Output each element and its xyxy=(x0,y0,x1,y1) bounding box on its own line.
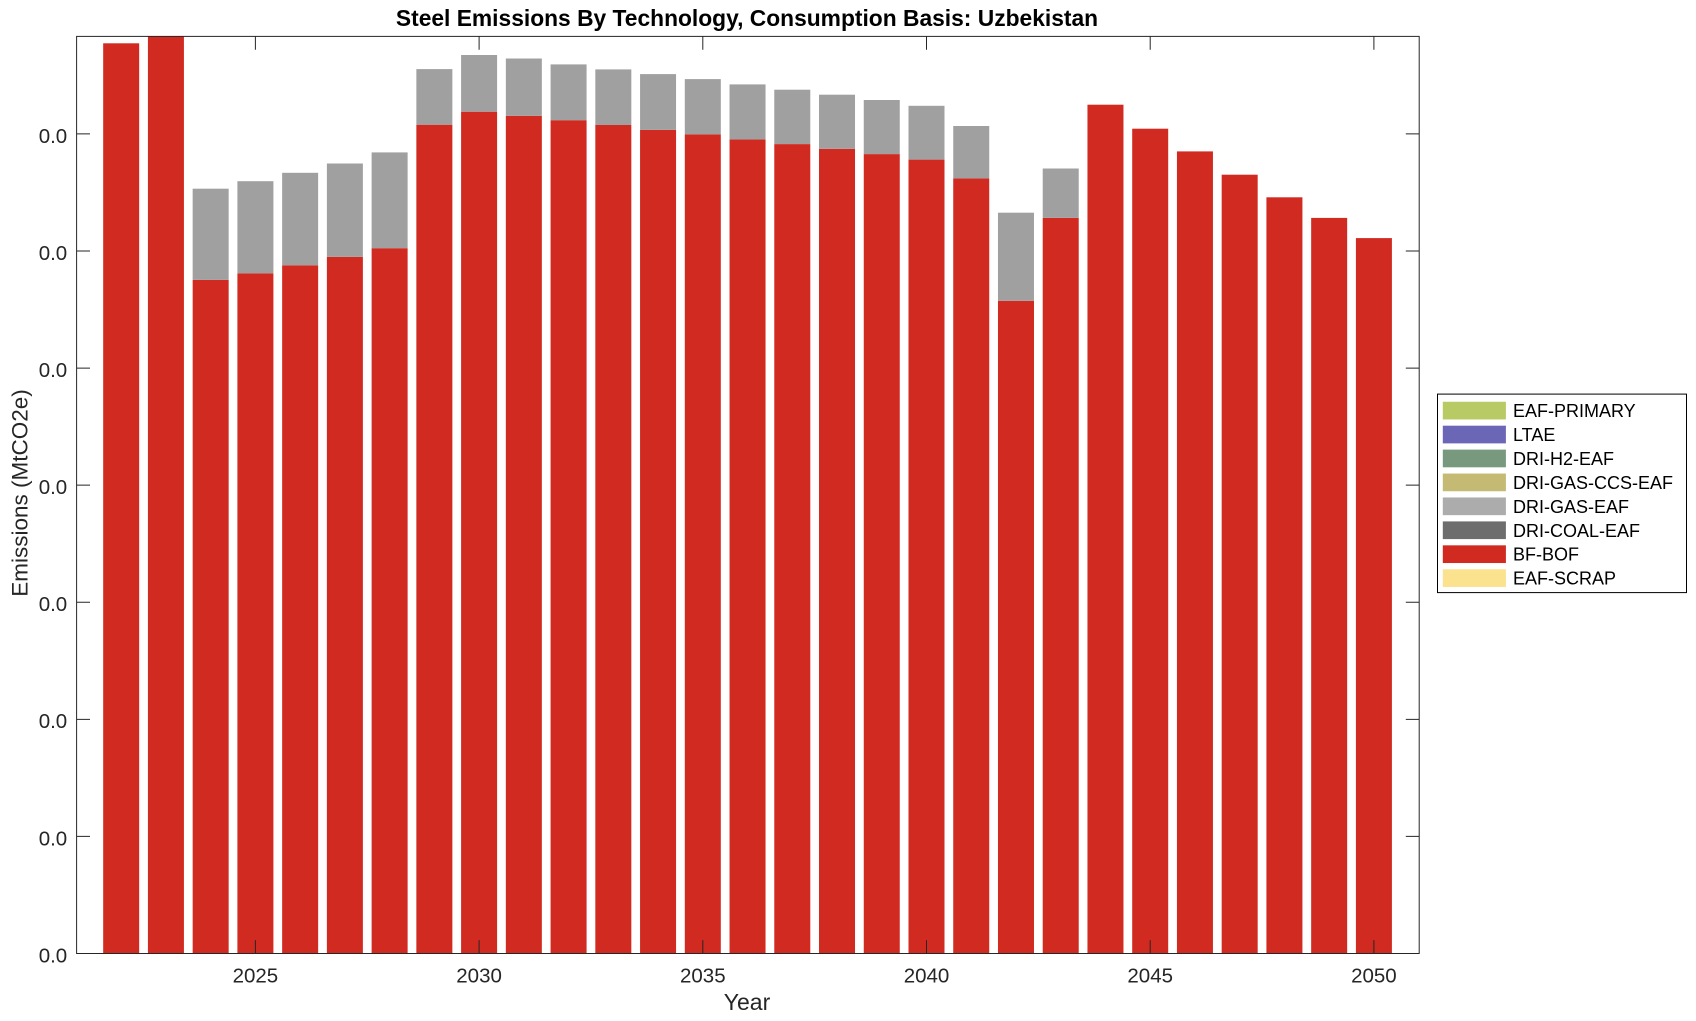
svg-text:0.0: 0.0 xyxy=(39,359,68,382)
svg-text:0.0: 0.0 xyxy=(39,710,68,733)
svg-text:0.0: 0.0 xyxy=(39,476,68,499)
svg-text:2045: 2045 xyxy=(1127,964,1173,987)
svg-text:2025: 2025 xyxy=(233,964,279,987)
svg-text:DRI-H2-EAF: DRI-H2-EAF xyxy=(1513,449,1614,469)
svg-text:2030: 2030 xyxy=(456,964,502,987)
svg-text:DRI-GAS-EAF: DRI-GAS-EAF xyxy=(1513,497,1629,517)
svg-text:Steel Emissions By Technology,: Steel Emissions By Technology, Consumpti… xyxy=(396,5,1098,31)
svg-text:Emissions (MtCO2e): Emissions (MtCO2e) xyxy=(8,389,33,597)
svg-text:2035: 2035 xyxy=(680,964,726,987)
svg-text:LTAE: LTAE xyxy=(1513,425,1555,445)
svg-text:0.0: 0.0 xyxy=(39,242,68,265)
svg-text:0.0: 0.0 xyxy=(39,827,68,850)
svg-text:0.0: 0.0 xyxy=(39,944,68,967)
svg-text:2050: 2050 xyxy=(1351,964,1397,987)
svg-text:0.0: 0.0 xyxy=(39,125,68,148)
svg-text:DRI-GAS-CCS-EAF: DRI-GAS-CCS-EAF xyxy=(1513,473,1673,493)
svg-text:EAF-SCRAP: EAF-SCRAP xyxy=(1513,569,1616,589)
svg-text:BF-BOF: BF-BOF xyxy=(1513,545,1579,565)
svg-text:DRI-COAL-EAF: DRI-COAL-EAF xyxy=(1513,521,1640,541)
svg-text:EAF-PRIMARY: EAF-PRIMARY xyxy=(1513,401,1636,421)
svg-text:2040: 2040 xyxy=(904,964,950,987)
svg-text:0.0: 0.0 xyxy=(39,593,68,616)
svg-text:Year: Year xyxy=(724,989,771,1015)
